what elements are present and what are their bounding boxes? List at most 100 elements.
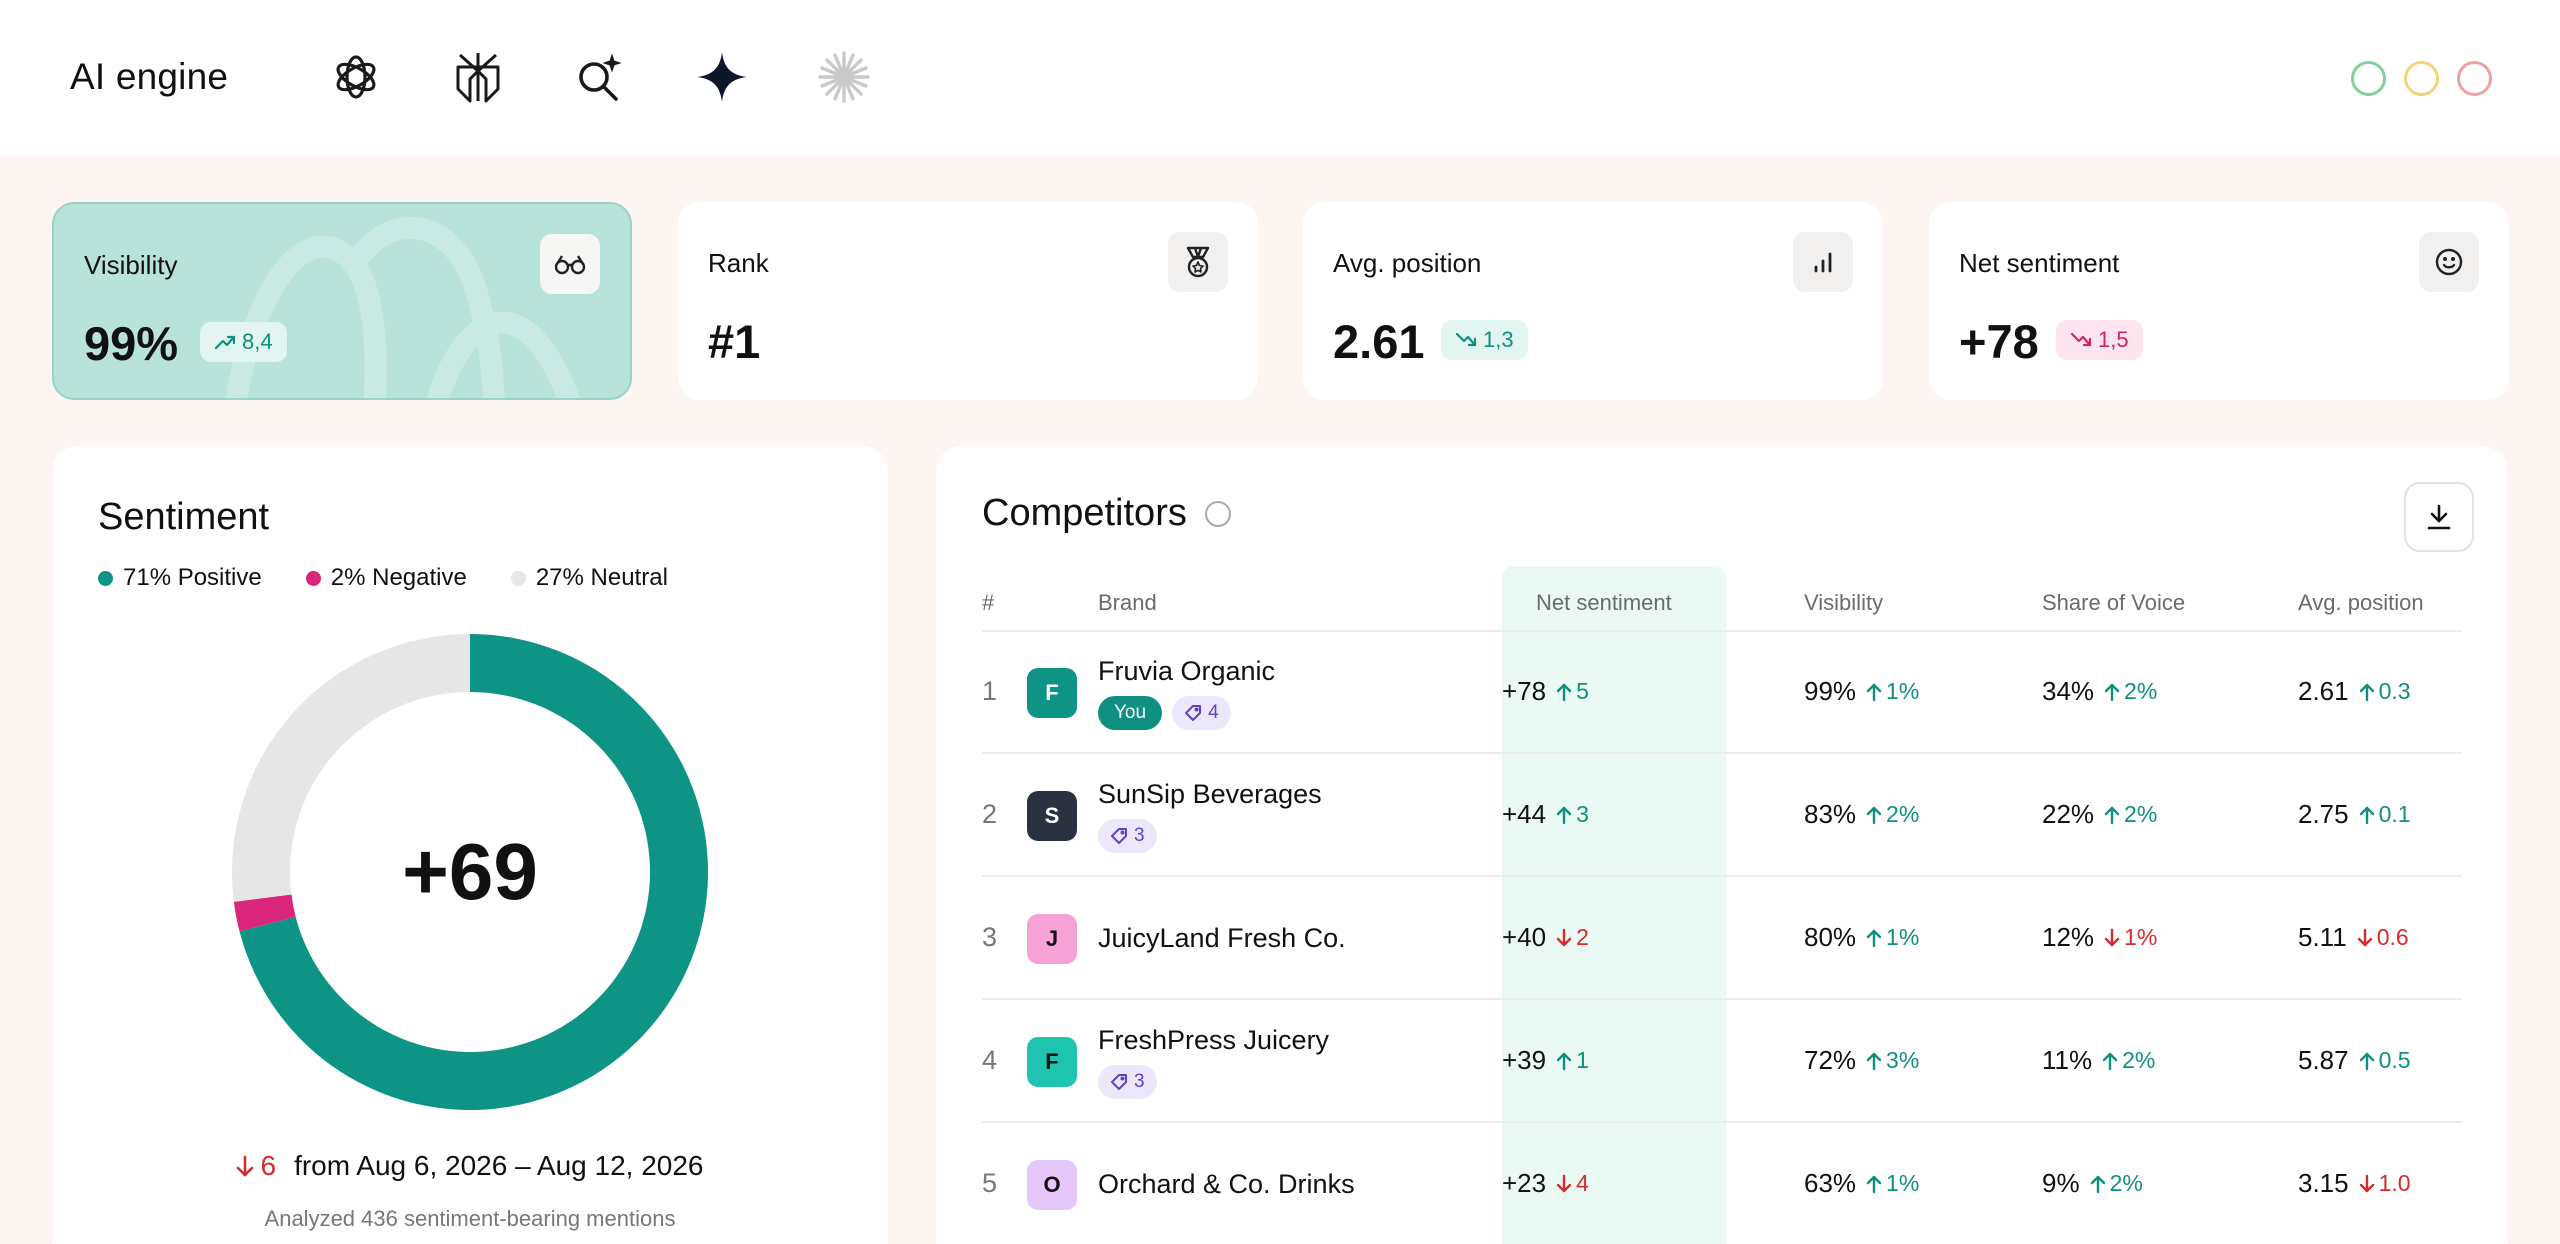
avg-position-cell: 5.11 0.6 [2298, 922, 2409, 953]
top-bar: AI engine [0, 0, 2560, 156]
chatgpt-icon[interactable] [320, 48, 392, 106]
arrow-up-icon [1866, 806, 1882, 824]
table-row[interactable]: 1 F Fruvia Organic You 4 +78 5 99% 1% 34% 2% 2.61 0.… [982, 632, 2462, 754]
delta-value: 3 [1576, 801, 1589, 827]
kpi-label: Rank [708, 248, 769, 278]
delta-value: 2% [2124, 678, 2158, 704]
perplexity-icon[interactable] [442, 48, 514, 106]
delta-value: 5 [1576, 678, 1589, 704]
delta-value: 3% [1886, 1047, 1920, 1073]
visibility-cell: 99% 1% [1804, 676, 1919, 707]
kpi-value: +78 [1959, 315, 2039, 368]
sentiment-title: Sentiment [98, 496, 270, 538]
col-header-brand[interactable]: Brand [1098, 590, 1157, 615]
trend-down-icon [2070, 332, 2092, 347]
claude-icon[interactable] [808, 48, 880, 106]
smile-icon [2419, 232, 2479, 292]
visibility-value: 80% [1804, 922, 1857, 952]
arrow-up-icon [1866, 929, 1882, 947]
brand-name[interactable]: FreshPress Juicery [1098, 1025, 1330, 1055]
brand-name[interactable]: Orchard & Co. Drinks [1098, 1169, 1355, 1199]
delta-value: 2% [1886, 801, 1920, 827]
download-icon [2427, 504, 2451, 530]
net-sentiment-value: +23 [1502, 1168, 1547, 1198]
table-row[interactable]: 4 F FreshPress Juicery 3 +39 1 72% 3% 11% 2% 5.87 0… [982, 1001, 2462, 1123]
net-sentiment-value: +40 [1502, 922, 1547, 952]
net-sentiment-cell: +23 4 [1502, 1168, 1589, 1199]
header-divider [982, 630, 2462, 632]
rank-cell: 4 [982, 1045, 998, 1075]
kpi-avg-position-card: Avg. position 2.61 1,3 [1303, 202, 1883, 400]
share-of-voice-delta: 1% [2104, 924, 2157, 951]
change-value: 6 [260, 1150, 277, 1181]
info-icon[interactable] [1204, 500, 1231, 527]
competitors-header: Competitors [982, 492, 1231, 535]
delta-value: 1% [1886, 924, 1920, 950]
arrow-up-icon [2359, 806, 2374, 824]
legend-label: 27% Neutral [535, 564, 668, 591]
window-dot-green[interactable] [2351, 61, 2386, 96]
col-header-visibility[interactable]: Visibility [1804, 590, 1884, 615]
kpi-net-sentiment-card: Net sentiment +78 1,5 [1929, 202, 2509, 400]
visibility-cell: 72% 3% [1804, 1045, 1919, 1076]
period-text: from Aug 6, 2026 – Aug 12, 2026 [294, 1150, 704, 1181]
competitors-title: Competitors [982, 492, 1187, 534]
visibility-cell: 80% 1% [1804, 922, 1919, 953]
brand-name[interactable]: Fruvia Organic [1098, 656, 1276, 686]
kpi-trend-badge: 1,3 [1441, 320, 1528, 360]
mentions-tag: 4 [1172, 696, 1231, 730]
avg-position-value: 3.15 [2298, 1168, 2349, 1198]
delta-value: 2 [1576, 924, 1589, 950]
donut-segment-neutral[interactable] [232, 634, 470, 902]
legend-dot [510, 570, 526, 586]
arrow-up-icon [1866, 683, 1882, 701]
delta-value: 4 [1576, 1170, 1589, 1196]
window-dot-yellow[interactable] [2404, 61, 2439, 96]
download-button[interactable] [2404, 482, 2474, 552]
avg-position-delta: 0.5 [2359, 1047, 2411, 1074]
kpi-badge-value: 1,5 [2098, 327, 2129, 352]
share-of-voice-value: 12% [2042, 922, 2095, 952]
delta-value: 0.1 [2378, 801, 2411, 827]
ai-search-icon[interactable] [564, 48, 636, 106]
visibility-cell: 83% 2% [1804, 799, 1919, 830]
brand-name[interactable]: JuicyLand Fresh Co. [1098, 923, 1346, 953]
share-of-voice-value: 9% [2042, 1168, 2080, 1198]
sentiment-legend: 71% Positive 2% Negative 27% Neutral [98, 564, 668, 592]
visibility-cell: 63% 1% [1804, 1168, 1919, 1199]
table-row[interactable]: 2 S SunSip Beverages 3 +44 3 83% 2% 22% 2% 2.75 0.1 [982, 755, 2462, 877]
window-dot-red[interactable] [2457, 61, 2492, 96]
brand-name[interactable]: SunSip Beverages [1098, 779, 1322, 809]
delta-value: 2% [2122, 1047, 2156, 1073]
rank-cell: 3 [982, 922, 998, 952]
donut-segment-negative[interactable] [233, 894, 296, 932]
arrow-down-icon [2359, 1174, 2374, 1192]
share-of-voice-value: 34% [2042, 676, 2095, 706]
arrow-up-icon [1556, 806, 1572, 824]
share-of-voice-value: 11% [2042, 1045, 2093, 1075]
col-header-avg-position[interactable]: Avg. position [2298, 590, 2424, 615]
table-row[interactable]: 3 J JuicyLand Fresh Co. +40 2 80% 1% 12% 1% 5.11 0… [982, 878, 2462, 1000]
col-header-share-of-voice[interactable]: Share of Voice [2042, 590, 2186, 615]
delta-value: 2% [2109, 1170, 2143, 1196]
arrow-up-icon [2090, 1175, 2105, 1193]
brand-logo: O [1027, 1160, 1077, 1210]
legend-neutral: 27% Neutral [510, 564, 668, 592]
avg-position-cell: 2.75 0.1 [2298, 799, 2411, 830]
analyzed-mentions-text: Analyzed 436 sentiment-bearing mentions [264, 1206, 676, 1231]
ai-engine-label: AI engine [70, 56, 229, 97]
competitors-panel: Competitors # Brand Net sentiment Visibi… [936, 446, 2508, 1244]
table-row[interactable]: 5 O Orchard & Co. Drinks +23 4 63% 1% 9% 2% 3.15 1… [982, 1124, 2462, 1244]
share-of-voice-cell: 22% 2% [2042, 799, 2157, 830]
kpi-label: Avg. position [1333, 248, 1482, 278]
brand-logo: F [1027, 668, 1077, 718]
avg-position-value: 2.75 [2298, 799, 2349, 829]
legend-negative: 2% Negative [305, 564, 467, 592]
net-sentiment-delta: 3 [1556, 801, 1589, 828]
rank-cell: 5 [982, 1168, 998, 1198]
kpi-value: #1 [708, 315, 761, 368]
gemini-icon[interactable] [686, 48, 758, 106]
brand-tags: 3 [1098, 1065, 1157, 1099]
glasses-icon [540, 234, 600, 294]
col-header-net-sentiment[interactable]: Net sentiment [1536, 590, 1672, 615]
